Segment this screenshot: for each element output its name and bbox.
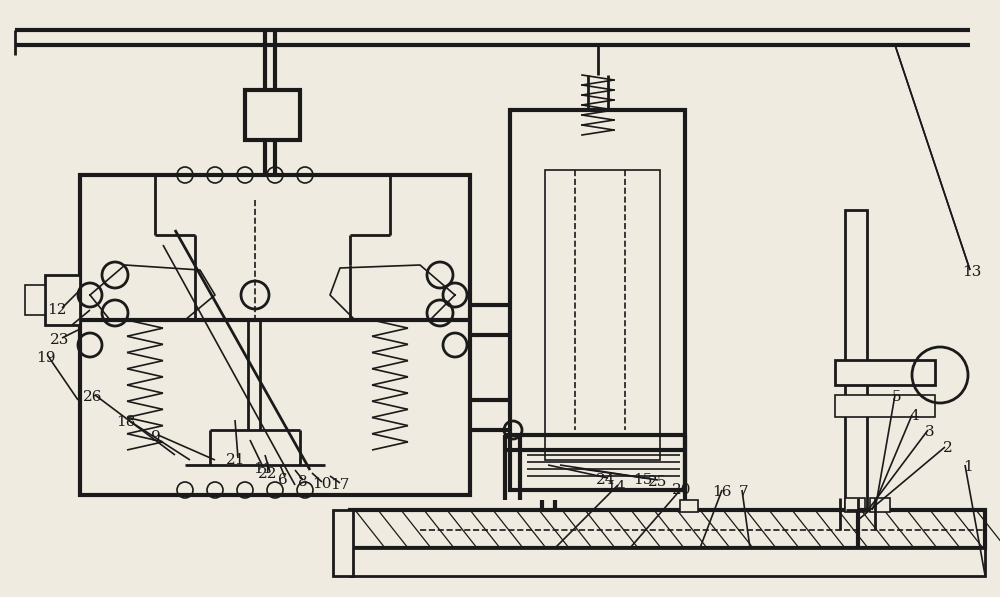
Bar (845, 210, 867, 555)
Text: 12: 12 (47, 303, 67, 317)
Text: 9: 9 (151, 430, 161, 444)
Bar (333, 510, 353, 576)
Bar (845, 530, 867, 555)
Text: 2: 2 (943, 441, 953, 455)
Text: 15: 15 (633, 473, 653, 487)
Bar (45, 275, 80, 325)
Text: 6: 6 (278, 473, 288, 487)
Bar (530, 528, 570, 540)
Bar (870, 498, 890, 512)
Bar (835, 395, 935, 417)
Text: 5: 5 (892, 390, 902, 404)
Text: 16: 16 (712, 485, 732, 499)
Text: 22: 22 (258, 467, 278, 481)
Bar (245, 90, 300, 140)
Bar (680, 500, 698, 512)
Text: 11: 11 (253, 462, 273, 476)
Text: 23: 23 (50, 333, 70, 347)
Text: 13: 13 (962, 265, 982, 279)
Text: 1: 1 (963, 460, 973, 474)
Text: 7: 7 (739, 485, 749, 499)
Bar (835, 360, 935, 385)
Text: 26: 26 (83, 390, 103, 404)
Text: 17: 17 (330, 478, 350, 492)
Bar (350, 510, 985, 548)
Text: 21: 21 (226, 453, 246, 467)
Bar (80, 175, 470, 495)
Text: 14: 14 (606, 480, 626, 494)
Text: 25: 25 (648, 475, 668, 489)
Bar (510, 110, 685, 490)
Text: 18: 18 (116, 415, 136, 429)
Text: 3: 3 (925, 425, 935, 439)
Text: 20: 20 (672, 483, 692, 497)
Bar (545, 170, 660, 460)
Text: 10: 10 (312, 477, 332, 491)
Bar (845, 498, 865, 512)
Text: 24: 24 (596, 473, 616, 487)
Text: 4: 4 (909, 409, 919, 423)
Bar (350, 548, 985, 576)
Text: 19: 19 (36, 351, 56, 365)
Text: 8: 8 (298, 475, 308, 489)
Bar (25, 285, 45, 315)
